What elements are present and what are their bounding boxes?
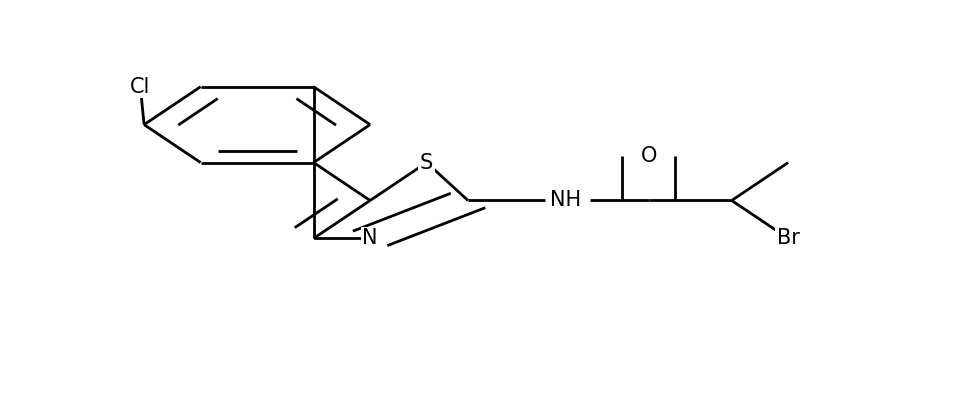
Text: S: S <box>420 152 434 173</box>
Text: N: N <box>363 229 378 248</box>
Text: O: O <box>641 147 657 167</box>
Text: Br: Br <box>777 229 800 248</box>
Text: Cl: Cl <box>130 77 151 97</box>
Text: NH: NH <box>550 190 581 210</box>
